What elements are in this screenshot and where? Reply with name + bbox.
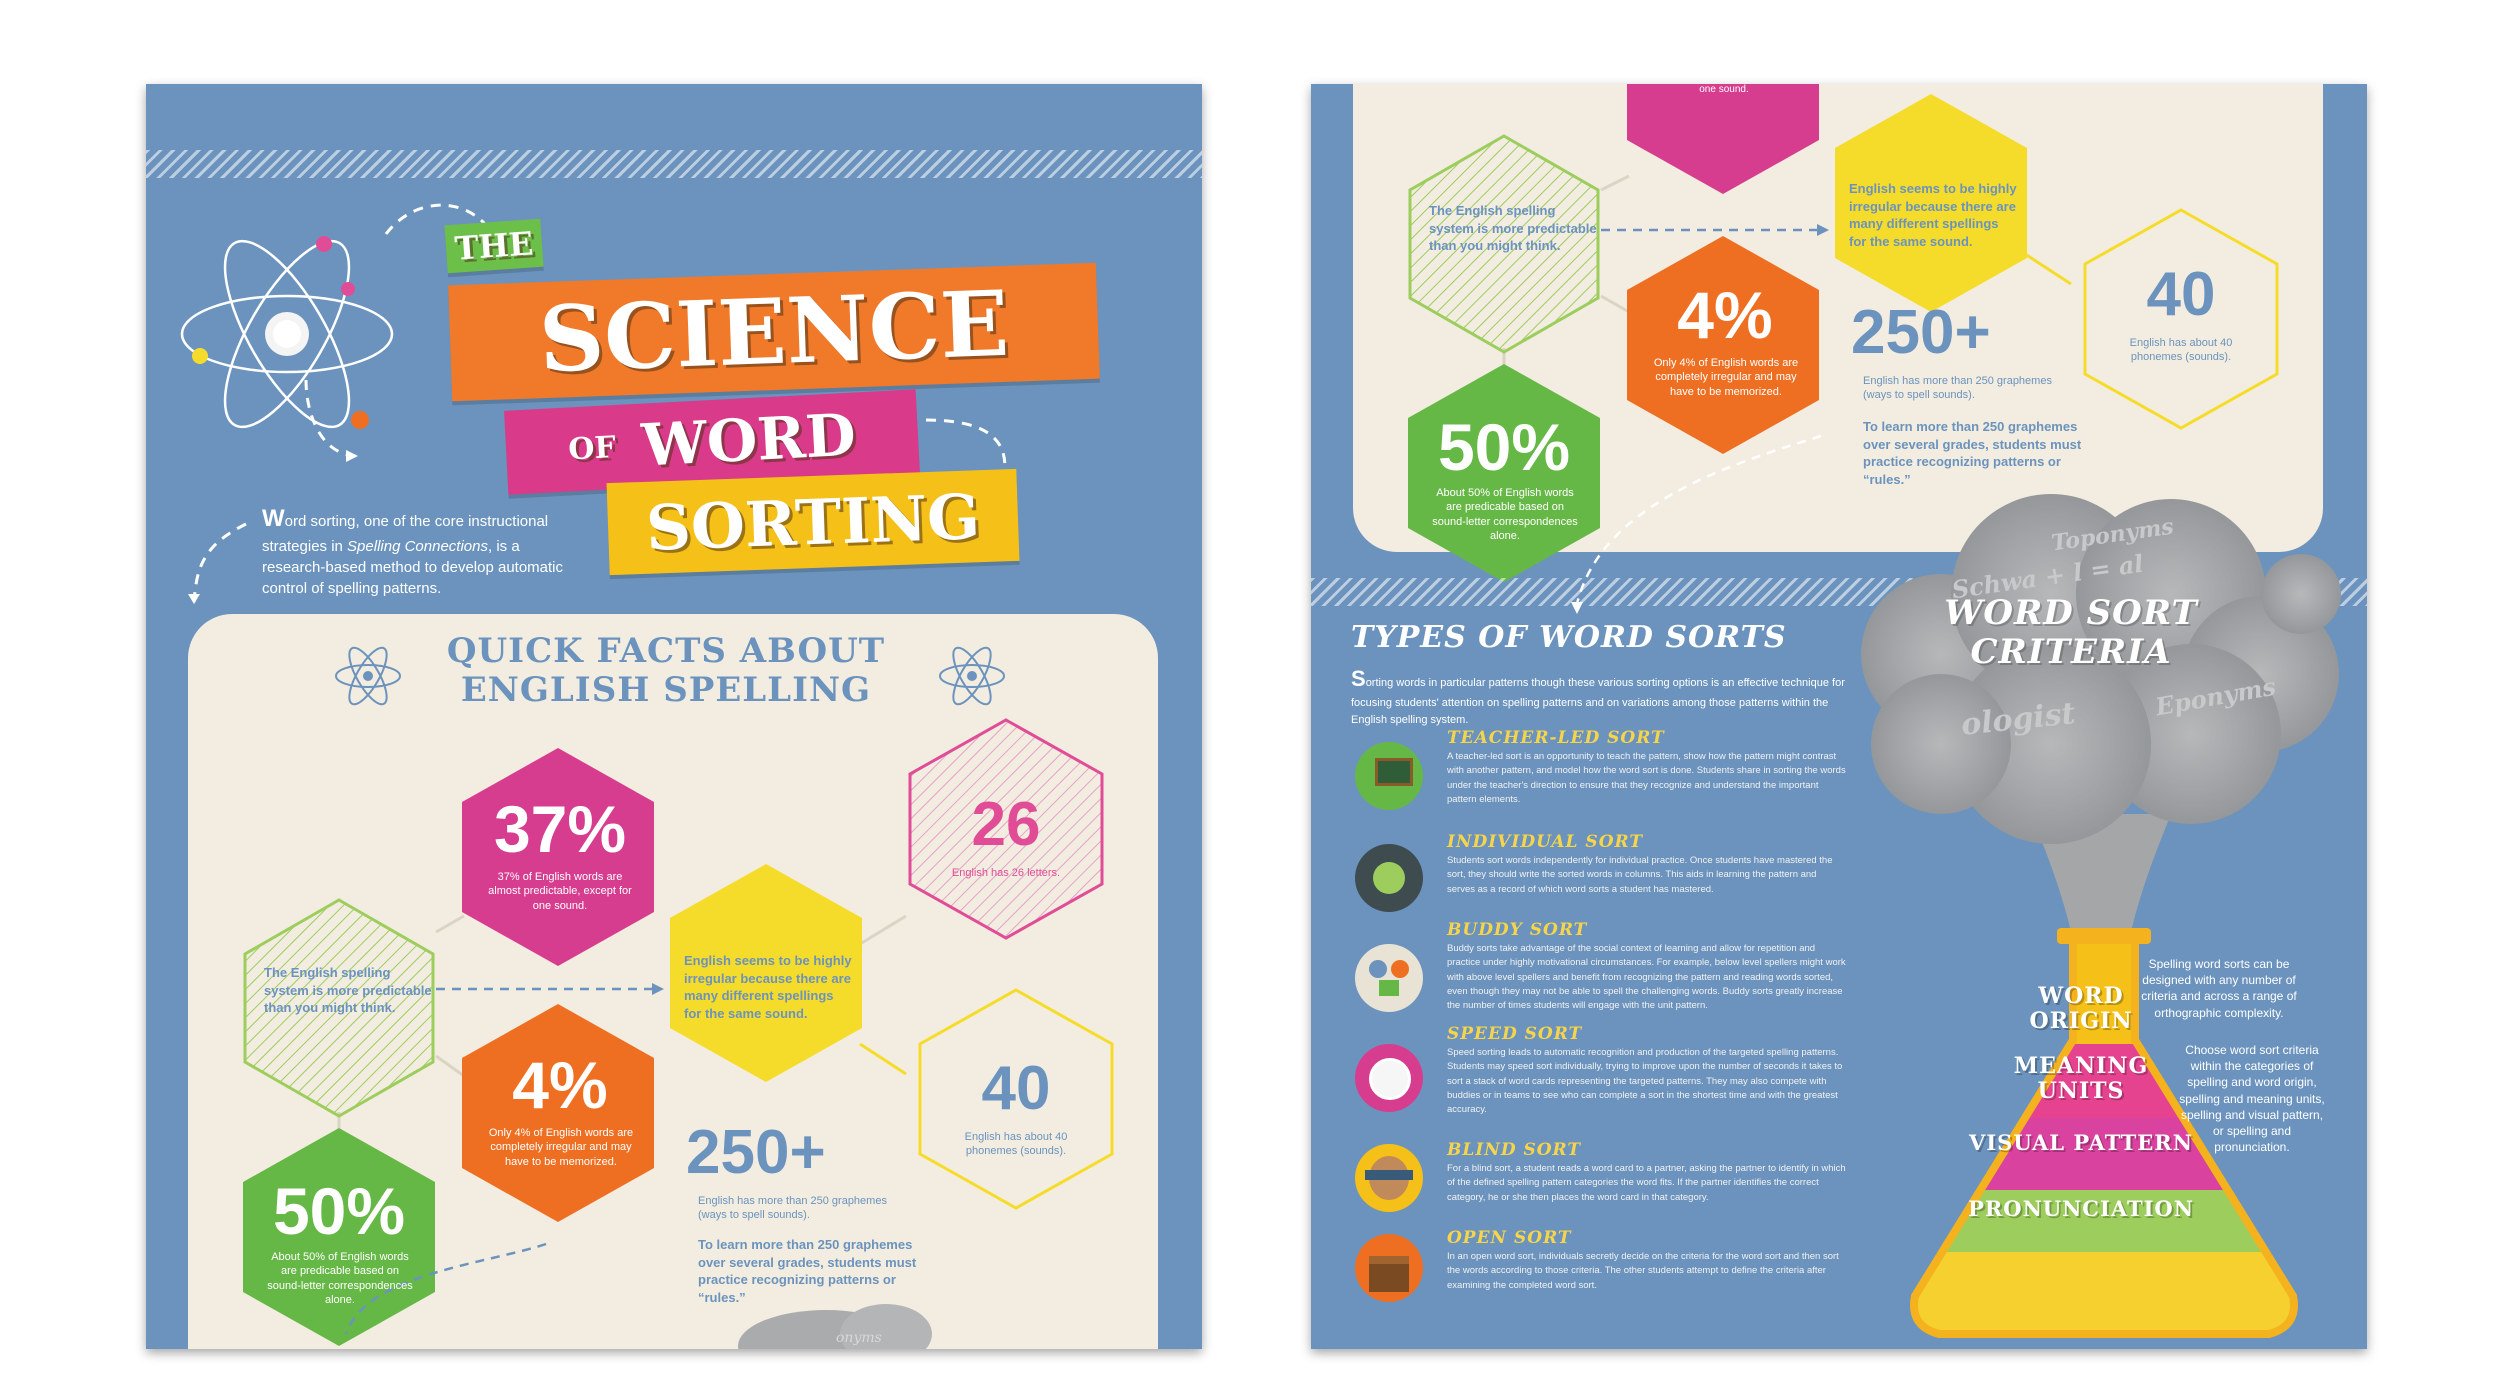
teacher-icon (1355, 742, 1423, 810)
hex-predictable (1408, 134, 1600, 354)
fact-26-value: 26 (971, 790, 1041, 859)
fact-40-value: 40 (2146, 260, 2216, 329)
atom-icon (180, 236, 394, 429)
sort-text-open: In an open word sort, individuals secret… (1447, 1251, 1839, 1291)
sort-title-blind: BLIND SORT (1447, 1140, 1582, 1160)
sort-title-buddy: BUDDY SORT (1447, 920, 1588, 940)
sort-title-teacher-led: TEACHER-LED SORT (1447, 728, 1665, 748)
types-title: TYPES OF WORD SORTS (1351, 620, 1787, 655)
sort-text-buddy: Buddy sorts take advantage of the social… (1447, 943, 1846, 1011)
intro-italic: Spelling Connections (347, 537, 488, 555)
hex-diagram-continued (1408, 84, 2279, 582)
fact-37-text: 37% of English words are almost predicta… (488, 871, 632, 912)
hex-26 (908, 718, 1104, 940)
layer-meaning-units: MEANING UNITS (2013, 1053, 2149, 1105)
layer-word-origin: WORD ORIGIN (2029, 983, 2133, 1035)
dashed-curve (1571, 434, 1822, 614)
hatch-stripe (146, 150, 1202, 178)
criteria-side-text-1: Spelling word sorts can be designed with… (2141, 957, 2297, 1020)
fact-4-text: Only 4% of English words are completely … (488, 1127, 634, 1168)
criteria-side-text-2: Choose word sort criteria within the cat… (2179, 1043, 2325, 1155)
fact-learn250-text: To learn more than 250 graphemes over se… (1863, 419, 2082, 487)
fact-250-value: 250+ (1851, 298, 1991, 367)
fact-40-text: English has about 40 phonemes (sounds). (964, 1131, 1068, 1158)
fact-50-value: 50% (272, 1174, 406, 1248)
fact-50-text: About 50% of English words are predicabl… (1432, 487, 1578, 542)
fact-predictable-text: The English spelling system is more pred… (1429, 203, 1597, 254)
fact-40-value: 40 (981, 1054, 1051, 1123)
hex-40 (918, 988, 1114, 1210)
fact-irregular-text: English seems to be highly irregular bec… (684, 953, 852, 1021)
quick-facts-heading: QUICK FACTS ABOUT ENGLISH SPELLING (386, 631, 946, 711)
blindfold-icon (1355, 1144, 1423, 1212)
small-atom-icon-left (335, 646, 401, 706)
hex-4 (462, 1004, 654, 1222)
cloud-partial-text: onyms (836, 1330, 882, 1346)
intro-drop-cap: W (262, 505, 285, 532)
sort-title-speed: SPEED SORT (1447, 1024, 1583, 1044)
chest-icon (1355, 1234, 1423, 1302)
criteria-title: WORD SORT CRITERIA (1911, 593, 2231, 673)
fact-26-text: English has 26 letters. (951, 867, 1061, 879)
intro-text-a: ord sorting, one of the core instruction… (262, 513, 549, 555)
criteria-title-line2: CRITERIA (1970, 632, 2172, 673)
top-partial-text: one sound. (1699, 84, 1749, 95)
sort-text-teacher-led: A teacher-led sort is an opportunity to … (1447, 751, 1846, 805)
small-atom-icon-right (939, 646, 1005, 706)
fact-250-text: English has more than 250 graphemes (way… (1863, 375, 2052, 402)
types-intro-text: orting words in particular patterns thou… (1351, 677, 1845, 726)
types-intro: Sorting words in particular patterns tho… (1351, 662, 1851, 728)
fact-4-text: Only 4% of English words are completely … (1653, 357, 1799, 398)
stopwatch-icon (1355, 1044, 1423, 1112)
poster-page-right: one sound. The English spelling system i… (1311, 84, 2367, 1349)
fact-250-text: English has more than 250 graphemes (way… (698, 1195, 887, 1222)
sort-text-individual: Students sort words independently for in… (1447, 855, 1833, 895)
hex-50 (1408, 364, 1600, 582)
fact-irregular-text: English seems to be highly irregular bec… (1849, 181, 2017, 249)
criteria-cloud-flask (1861, 494, 2341, 1338)
intro-paragraph: Word sorting, one of the core instructio… (262, 502, 580, 599)
quick-facts-line1: QUICK FACTS ABOUT (446, 631, 886, 671)
buddy-icon (1355, 944, 1423, 1012)
layer-visual-pattern: VISUAL PATTERN (1969, 1130, 2193, 1155)
hex-irregular (1835, 94, 2027, 312)
poster-page-left: THE SCIENCE OF WORD SORTING Word sorting… (146, 84, 1202, 1349)
fact-50-value: 50% (1437, 410, 1571, 484)
hex-37 (462, 748, 654, 966)
fact-50-text: About 50% of English words are predicabl… (267, 1251, 413, 1306)
intro-text-b: , is a research-based method to develop … (262, 537, 564, 597)
fact-40-text: English has about 40 phonemes (sounds). (2129, 337, 2233, 364)
fact-4-value: 4% (512, 1048, 608, 1122)
hex-4 (1627, 236, 1819, 454)
fact-250-value: 250+ (686, 1118, 826, 1187)
criteria-title-line1: WORD SORT (1944, 593, 2198, 633)
quick-facts-line2: ENGLISH SPELLING (460, 670, 872, 711)
individual-icon (1355, 844, 1423, 912)
hex-irregular (670, 864, 862, 1082)
hex-37-partial (1627, 84, 1819, 194)
fact-learn250-text: To learn more than 250 graphemes over se… (698, 1237, 917, 1305)
layer-pronunciation: PRONUNCIATION (1968, 1196, 2194, 1221)
fact-37-value: 37% (493, 792, 627, 866)
fact-predictable-text: The English spelling system is more pred… (264, 965, 432, 1016)
sort-text-speed: Speed sorting leads to automatic recogni… (1447, 1047, 1843, 1115)
hex-predictable (243, 898, 435, 1118)
types-drop-cap: S (1351, 666, 1366, 691)
sort-title-open: OPEN SORT (1447, 1228, 1572, 1248)
hex-40 (2083, 208, 2279, 430)
sort-text-blind: For a blind sort, a student reads a word… (1447, 1163, 1846, 1203)
fact-4-value: 4% (1677, 278, 1773, 352)
hex-diagram (243, 718, 1114, 1349)
sort-title-individual: INDIVIDUAL SORT (1447, 832, 1643, 852)
